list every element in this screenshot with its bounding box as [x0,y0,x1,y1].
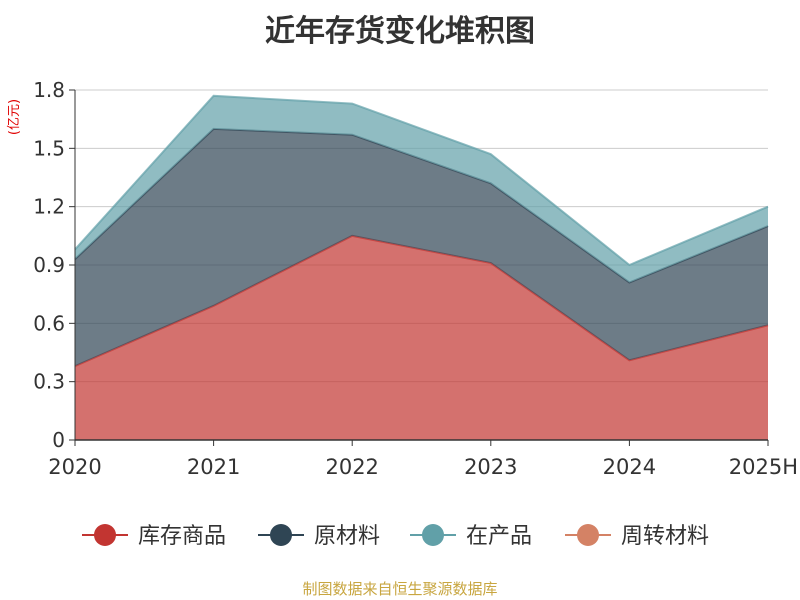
chart-title: 近年存货变化堆积图 [265,14,535,49]
legend-marker [577,524,599,546]
area-series [74,94,769,440]
x-tick-label: 2025H [729,455,798,479]
area-series-1 [75,128,768,367]
y-tick-label: 1.2 [33,195,65,219]
legend-label: 库存商品 [138,524,226,549]
y-tick-label: 1.5 [33,136,65,160]
legend-label: 在产品 [466,524,532,549]
area-series-0 [75,235,768,440]
y-tick-label: 0.6 [33,311,65,335]
data-source-note: 制图数据来自恒生聚源数据库 [302,580,498,598]
legend-item-2[interactable]: 在产品 [410,524,532,549]
axes: 0 0.3 0.6 0.9 1.2 1.5 1.8 2020 2021 2022 2023 2024 2… [7,78,798,479]
x-tick-label: 2020 [48,455,101,479]
legend-marker [270,524,292,546]
legend-label: 原材料 [314,524,380,549]
y-unit-label: (亿元) [7,99,22,135]
x-tick-label: 2023 [464,455,517,479]
x-tick-label: 2024 [603,455,656,479]
x-tick-label: 2022 [325,455,378,479]
y-tick-label: 0.3 [33,370,65,394]
y-tick-label: 1.8 [33,78,65,102]
legend-item-3[interactable]: 周转材料 [565,524,709,549]
y-tick-label: 0.9 [33,253,65,277]
area-series-2 [75,95,768,283]
legend-marker [94,524,116,546]
y-tick-label: 0 [52,428,65,452]
legend[interactable]: 库存商品 原材料 在产品 周转材料 [82,524,709,549]
series-line-2 [74,94,769,267]
legend-item-0[interactable]: 库存商品 [82,524,226,549]
legend-label: 周转材料 [621,524,709,549]
legend-item-1[interactable]: 原材料 [258,524,380,549]
x-tick-label: 2021 [187,455,240,479]
legend-marker [422,524,444,546]
